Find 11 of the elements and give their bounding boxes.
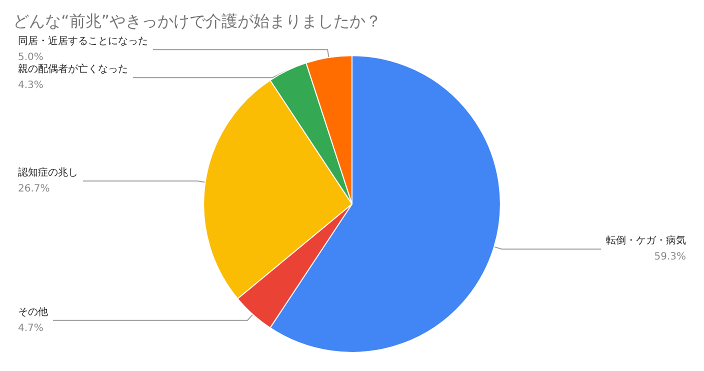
slice-label: その他 bbox=[18, 306, 48, 318]
slice-label: 転倒・ケガ・病気 bbox=[606, 234, 686, 247]
data-label: 5.0% bbox=[18, 52, 44, 64]
data-label: 4.7% bbox=[18, 322, 44, 334]
chart-title: どんな“前兆”やきっかけで介護が始まりましたか？ bbox=[13, 12, 382, 30]
data-label: 59.3% bbox=[654, 252, 686, 263]
data-label: 26.7% bbox=[18, 184, 50, 195]
slice-label: 同居・近居することになった bbox=[18, 35, 148, 48]
data-label: 4.3% bbox=[18, 80, 44, 92]
slice-label: 認知症の兆し bbox=[18, 166, 78, 179]
slice-label: 親の配偶者が亡くなった bbox=[18, 63, 128, 76]
